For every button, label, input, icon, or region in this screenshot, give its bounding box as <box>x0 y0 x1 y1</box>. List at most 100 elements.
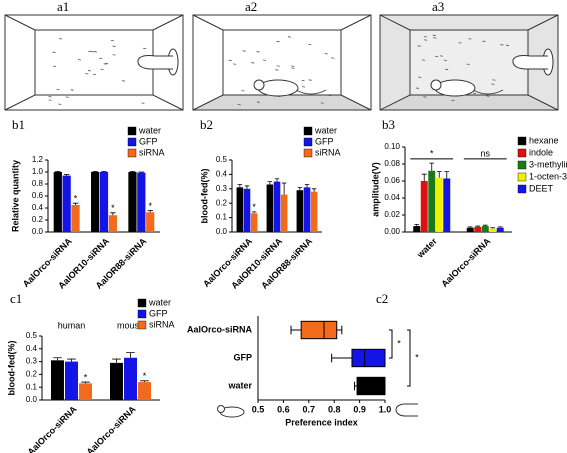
legend-swatch <box>517 184 527 194</box>
bar <box>250 213 258 232</box>
mosquito <box>143 47 147 50</box>
y-tick-label: 0.0 <box>32 227 44 236</box>
significance: * <box>397 338 401 348</box>
mosquito <box>486 95 490 97</box>
bar <box>243 188 251 232</box>
error-bar <box>72 202 79 205</box>
mosquito <box>423 39 428 41</box>
y-tick-label: 0.3 <box>26 357 38 366</box>
error-bar <box>467 226 473 228</box>
y-tick-label: AalOrco-siRNA <box>187 324 253 334</box>
error-bar <box>244 185 250 189</box>
mosquito <box>320 102 324 104</box>
mosquito <box>58 38 63 40</box>
bar <box>138 382 152 400</box>
mosquito <box>110 39 115 42</box>
y-tick-label: 0.4 <box>216 170 228 179</box>
bar <box>108 215 117 232</box>
error-bar <box>297 186 303 191</box>
legend-label: DEET <box>529 183 554 193</box>
hand-icon <box>395 403 418 417</box>
bar <box>137 172 146 232</box>
y-tick-label: 0.5 <box>216 155 228 164</box>
y-tick-label: 0.1 <box>216 213 228 222</box>
bar <box>466 227 474 232</box>
error-bar <box>147 210 153 213</box>
y-tick-label: water <box>227 380 252 390</box>
significance: * <box>430 148 434 158</box>
x-tick-label: 0.5 <box>252 404 265 414</box>
error-bar <box>251 211 257 214</box>
group-label: human <box>58 320 86 330</box>
mosquito <box>439 55 443 57</box>
error-bar <box>110 212 116 216</box>
legend-swatch <box>127 137 137 147</box>
mosquito <box>228 59 232 62</box>
mosquito <box>237 103 241 106</box>
mosquito <box>141 102 145 104</box>
legend-label: GFP <box>315 136 334 146</box>
legend-swatch <box>303 148 313 158</box>
bracket <box>407 329 411 387</box>
legend-label: hexane <box>529 135 559 145</box>
legend-label: water <box>148 297 171 307</box>
mosquito <box>291 67 295 69</box>
bar <box>280 194 288 232</box>
mosquito <box>506 44 510 47</box>
mosquito <box>103 63 107 65</box>
mosquito <box>492 79 496 81</box>
mosquito <box>276 40 280 43</box>
mosquito <box>48 99 52 101</box>
bar <box>496 227 504 232</box>
mouse <box>434 79 476 97</box>
mosquito <box>52 51 56 53</box>
y-tick-label: 0.0 <box>26 395 38 404</box>
bar <box>146 212 155 232</box>
mouse <box>257 79 299 97</box>
y-tick-label: 0.10 <box>384 142 400 151</box>
x-tick-label: 0.9 <box>353 404 366 414</box>
error-bar <box>140 380 149 383</box>
bar <box>79 383 93 400</box>
mosquito <box>421 59 425 61</box>
bar <box>124 357 137 400</box>
significance: * <box>252 202 256 212</box>
legend-label: water <box>314 125 337 135</box>
x-axis-label: Preference index <box>285 417 358 427</box>
bar <box>428 170 436 232</box>
panel-label: c2 <box>376 291 388 306</box>
mosquito <box>328 94 332 97</box>
mosquito <box>105 62 109 65</box>
mosquito <box>500 44 504 46</box>
mosquito <box>48 96 52 98</box>
y-tick-label: GFP <box>233 352 252 362</box>
bar <box>296 190 304 232</box>
bar <box>109 362 123 400</box>
bar <box>435 177 443 232</box>
legend-label: GFP <box>139 136 158 146</box>
mosquito <box>112 45 116 47</box>
error-bar <box>267 181 273 185</box>
legend-swatch <box>517 148 527 158</box>
error-bar <box>53 357 62 361</box>
y-tick-label: 0.2 <box>26 370 38 379</box>
mosquito <box>87 70 91 72</box>
significance: * <box>111 203 115 213</box>
mosquito <box>275 69 279 71</box>
mosquito <box>468 38 472 40</box>
y-tick-label: 0.2 <box>32 215 44 224</box>
box-back <box>34 29 154 96</box>
x-tick-label: 0.8 <box>328 404 341 414</box>
x-tick-label: AalOrco-siRNA <box>85 404 138 453</box>
bar <box>62 175 71 232</box>
y-tick-label: 0.2 <box>216 198 228 207</box>
mosquito <box>100 68 104 71</box>
mosquito <box>99 57 103 60</box>
box <box>356 376 386 396</box>
legend-swatch <box>517 160 527 170</box>
mosquito <box>302 86 306 88</box>
mosquito <box>301 79 305 82</box>
legend-label: GFP <box>149 308 168 318</box>
y-axis-label: Relative quantity <box>10 160 20 232</box>
